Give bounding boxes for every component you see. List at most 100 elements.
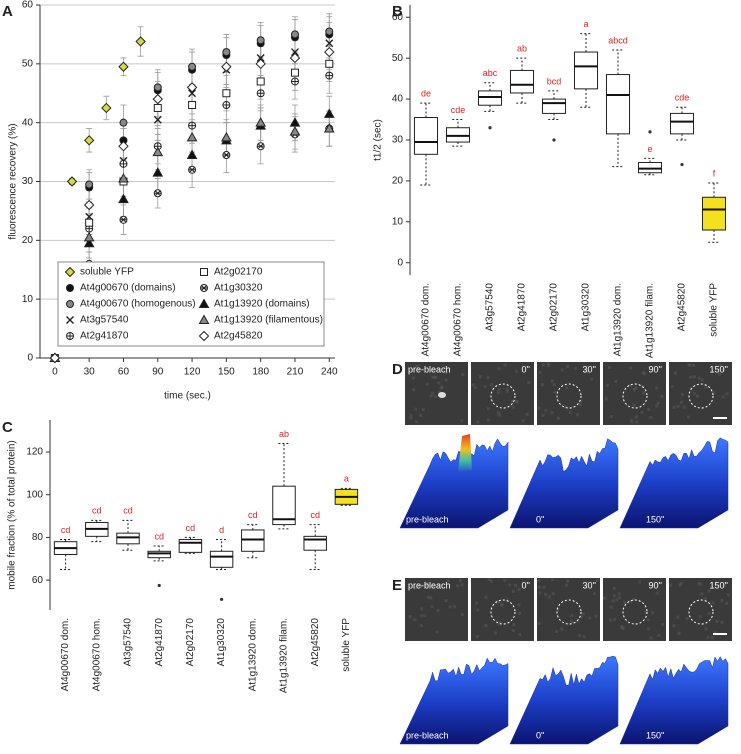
x-tick-label: At2g02170 bbox=[185, 618, 196, 667]
noise bbox=[566, 365, 570, 369]
noise bbox=[635, 420, 639, 424]
noise bbox=[676, 404, 680, 408]
data-point bbox=[66, 176, 78, 187]
whisker bbox=[676, 133, 688, 141]
data-point bbox=[118, 140, 129, 152]
whisker bbox=[420, 102, 432, 118]
noise bbox=[476, 420, 480, 424]
noise bbox=[560, 627, 564, 631]
noise bbox=[688, 363, 692, 367]
noise bbox=[460, 613, 464, 617]
bleach-roi bbox=[688, 383, 714, 409]
noise bbox=[660, 394, 664, 398]
whisker bbox=[59, 554, 72, 570]
significance-letter: cd bbox=[92, 506, 102, 516]
whisker bbox=[516, 57, 528, 71]
bleach-roi bbox=[556, 383, 582, 409]
micrograph bbox=[471, 578, 534, 641]
noise bbox=[564, 583, 568, 587]
noise bbox=[432, 375, 436, 379]
data-point bbox=[83, 231, 95, 242]
noise bbox=[565, 386, 569, 390]
significance-letter: de bbox=[421, 89, 431, 99]
significance-letter: a bbox=[344, 474, 349, 484]
noise bbox=[542, 585, 546, 589]
noise bbox=[657, 634, 661, 638]
noise bbox=[551, 578, 555, 582]
micrograph bbox=[405, 362, 468, 425]
noise bbox=[697, 581, 701, 585]
noise bbox=[680, 393, 684, 397]
noise bbox=[604, 397, 608, 401]
legend-marker bbox=[66, 316, 74, 324]
noise bbox=[444, 371, 448, 375]
box bbox=[147, 550, 171, 559]
whisker bbox=[122, 543, 134, 551]
noise bbox=[671, 384, 675, 388]
bleach-roi bbox=[622, 599, 648, 625]
significance-letter: cde bbox=[451, 105, 466, 115]
frame-label: 0'' bbox=[522, 364, 531, 374]
y-tick-label: 60 bbox=[392, 12, 404, 23]
noise bbox=[563, 405, 567, 409]
noise bbox=[707, 611, 711, 615]
spot bbox=[438, 392, 446, 398]
legend-label: soluble YFP bbox=[80, 267, 134, 278]
whisker bbox=[309, 550, 321, 570]
box bbox=[605, 74, 631, 135]
data-point bbox=[153, 189, 162, 198]
noise bbox=[721, 395, 725, 399]
frame-label: 0'' bbox=[522, 580, 531, 590]
noise bbox=[617, 592, 621, 596]
noise bbox=[420, 607, 424, 611]
noise bbox=[655, 386, 659, 390]
significance-letter: cd bbox=[154, 531, 164, 541]
whisker bbox=[708, 182, 720, 198]
legend-box bbox=[57, 261, 325, 347]
noise bbox=[713, 631, 717, 635]
box bbox=[413, 117, 439, 155]
legend-marker bbox=[200, 268, 208, 276]
x-tick-label: At2g02170 bbox=[549, 283, 560, 332]
data-point bbox=[152, 167, 164, 177]
significance-letter: cd bbox=[310, 510, 320, 520]
box bbox=[445, 127, 471, 143]
significance-letter: cd bbox=[123, 506, 133, 516]
significance-letter: cd bbox=[61, 525, 71, 535]
noise bbox=[537, 406, 541, 410]
noise bbox=[419, 585, 423, 589]
noise bbox=[612, 594, 616, 598]
noise bbox=[514, 369, 518, 373]
legend-label: At3g57540 bbox=[80, 315, 129, 326]
outlier bbox=[648, 130, 652, 134]
noise bbox=[577, 634, 581, 638]
intensity-surface bbox=[399, 438, 509, 529]
frame-label: 150'' bbox=[710, 364, 729, 374]
x-axis-label: time (sec.) bbox=[164, 391, 211, 402]
noise bbox=[589, 377, 593, 381]
y-tick-label: 50 bbox=[392, 53, 404, 64]
noise bbox=[725, 392, 729, 396]
noise bbox=[525, 412, 529, 416]
x-tick-label: At4g00670 dom. bbox=[421, 283, 432, 356]
noise bbox=[415, 420, 419, 424]
noise bbox=[568, 411, 572, 415]
noise bbox=[573, 367, 577, 371]
noise bbox=[700, 378, 704, 382]
noise bbox=[486, 407, 490, 411]
significance-letter: abcd bbox=[608, 35, 628, 45]
noise bbox=[699, 582, 703, 586]
noise bbox=[609, 605, 613, 609]
data-point bbox=[221, 61, 232, 72]
x-tick-label: 150 bbox=[218, 367, 235, 378]
noise bbox=[511, 400, 515, 404]
data-point bbox=[188, 101, 197, 110]
panel-label: E bbox=[392, 577, 402, 594]
noise bbox=[703, 597, 707, 601]
y-tick-label: 20 bbox=[22, 235, 34, 246]
noise bbox=[722, 368, 726, 372]
legend-label: At1g30320 bbox=[214, 283, 263, 294]
surface-label: 150'' bbox=[646, 730, 665, 740]
whisker bbox=[153, 545, 165, 552]
noise bbox=[704, 385, 708, 389]
